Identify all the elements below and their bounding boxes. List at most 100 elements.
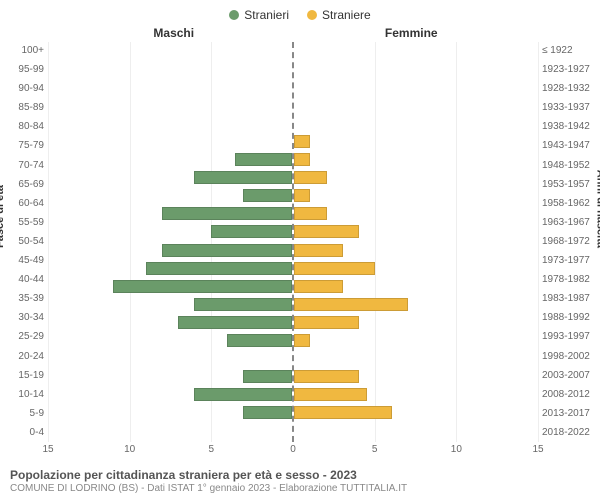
bar-male — [113, 280, 292, 293]
age-tick: 40-44 — [0, 271, 44, 289]
bar-male — [211, 225, 292, 238]
y-axis-title-right: Anni di nascita — [594, 170, 600, 248]
birth-tick: 2018-2022 — [542, 424, 600, 442]
age-tick: 20-24 — [0, 348, 44, 366]
age-tick: 55-59 — [0, 214, 44, 232]
bar-female — [294, 334, 310, 347]
y-axis-right: ≤ 19221923-19271928-19321933-19371938-19… — [538, 42, 600, 442]
x-ticks: 15105051015 — [48, 444, 538, 462]
birth-tick: 1953-1957 — [542, 176, 600, 194]
age-tick: 50-54 — [0, 233, 44, 251]
bar-female — [294, 406, 392, 419]
footer: Popolazione per cittadinanza straniera p… — [10, 468, 590, 494]
birth-tick: 1928-1932 — [542, 80, 600, 98]
x-tick: 15 — [42, 444, 53, 455]
x-tick: 0 — [290, 444, 296, 455]
bar-male — [146, 262, 292, 275]
age-tick: 25-29 — [0, 328, 44, 346]
bar-male — [243, 406, 292, 419]
age-tick: 85-89 — [0, 99, 44, 117]
bar-female — [294, 153, 310, 166]
bar-male — [162, 244, 292, 257]
birth-tick: 1963-1967 — [542, 214, 600, 232]
legend-label-female: Straniere — [322, 8, 371, 22]
y-axis-title-left: Fasce di età — [0, 185, 6, 248]
bar-female — [294, 280, 343, 293]
bar-male — [243, 370, 292, 383]
birth-tick: ≤ 1922 — [542, 42, 600, 60]
age-tick: 80-84 — [0, 118, 44, 136]
bar-female — [294, 189, 310, 202]
age-tick: 10-14 — [0, 386, 44, 404]
birth-tick: 1968-1972 — [542, 233, 600, 251]
y-axis-left: 100+95-9990-9485-8980-8475-79 70-7465-696… — [0, 42, 48, 442]
birth-tick: 2008-2012 — [542, 386, 600, 404]
age-tick: 5-9 — [0, 405, 44, 423]
age-tick: 100+ — [0, 42, 44, 60]
x-tick: 5 — [209, 444, 215, 455]
legend-item-male: Stranieri — [229, 8, 289, 22]
legend: Stranieri Straniere — [0, 8, 600, 22]
bar-female — [294, 262, 375, 275]
x-axis: 15 10 5 0 5 10 15 — [0, 444, 600, 462]
birth-tick: 1923-1927 — [542, 61, 600, 79]
age-tick: 35-39 — [0, 290, 44, 308]
bar-male — [235, 153, 292, 166]
bars-area — [48, 42, 538, 442]
header-female: Femmine — [293, 26, 600, 40]
bars-male — [48, 42, 294, 442]
birth-tick: 1988-1992 — [542, 309, 600, 327]
bar-female — [294, 388, 367, 401]
bar-male — [194, 298, 292, 311]
bar-male — [194, 171, 292, 184]
bar-male — [178, 316, 292, 329]
birth-tick: 2003-2007 — [542, 367, 600, 385]
age-tick: 45-49 — [0, 252, 44, 270]
bar-female — [294, 225, 359, 238]
legend-swatch-male — [229, 10, 239, 20]
birth-tick: 1998-2002 — [542, 348, 600, 366]
birth-tick: 1943-1947 — [542, 137, 600, 155]
birth-tick: 2013-2017 — [542, 405, 600, 423]
age-tick: 95-99 — [0, 61, 44, 79]
bar-female — [294, 316, 359, 329]
x-tick: 10 — [451, 444, 462, 455]
age-tick: 90-94 — [0, 80, 44, 98]
bar-female — [294, 298, 408, 311]
age-tick: 70-74 — [0, 157, 44, 175]
age-tick: 65-69 — [0, 176, 44, 194]
bar-female — [294, 370, 359, 383]
birth-tick: 1938-1942 — [542, 118, 600, 136]
birth-tick: 1983-1987 — [542, 290, 600, 308]
age-tick: 60-64 — [0, 195, 44, 213]
bars-female — [294, 42, 538, 442]
birth-tick: 1978-1982 — [542, 271, 600, 289]
pyramid-chart: Stranieri Straniere Maschi Femmine Fasce… — [0, 0, 600, 500]
bar-male — [227, 334, 292, 347]
bar-female — [294, 244, 343, 257]
chart-subtitle: COMUNE DI LODRINO (BS) - Dati ISTAT 1° g… — [10, 483, 590, 494]
age-tick: 15-19 — [0, 367, 44, 385]
birth-tick: 1958-1962 — [542, 195, 600, 213]
age-tick: 75-79 — [0, 137, 44, 155]
x-tick: 10 — [124, 444, 135, 455]
header-male: Maschi — [0, 26, 293, 40]
age-tick: 30-34 — [0, 309, 44, 327]
legend-label-male: Stranieri — [244, 8, 289, 22]
plot-area: Fasce di età Anni di nascita 100+95-9990… — [0, 42, 600, 442]
x-tick: 15 — [532, 444, 543, 455]
x-tick: 5 — [372, 444, 378, 455]
bar-female — [294, 207, 327, 220]
legend-swatch-female — [307, 10, 317, 20]
age-tick: 0-4 — [0, 424, 44, 442]
bar-female — [294, 135, 310, 148]
birth-tick: 1933-1937 — [542, 99, 600, 117]
bar-male — [243, 189, 292, 202]
column-headers: Maschi Femmine — [0, 26, 600, 40]
birth-tick: 1993-1997 — [542, 328, 600, 346]
birth-tick: 1948-1952 — [542, 157, 600, 175]
bar-female — [294, 171, 327, 184]
legend-item-female: Straniere — [307, 8, 371, 22]
bar-male — [162, 207, 292, 220]
bar-male — [194, 388, 292, 401]
